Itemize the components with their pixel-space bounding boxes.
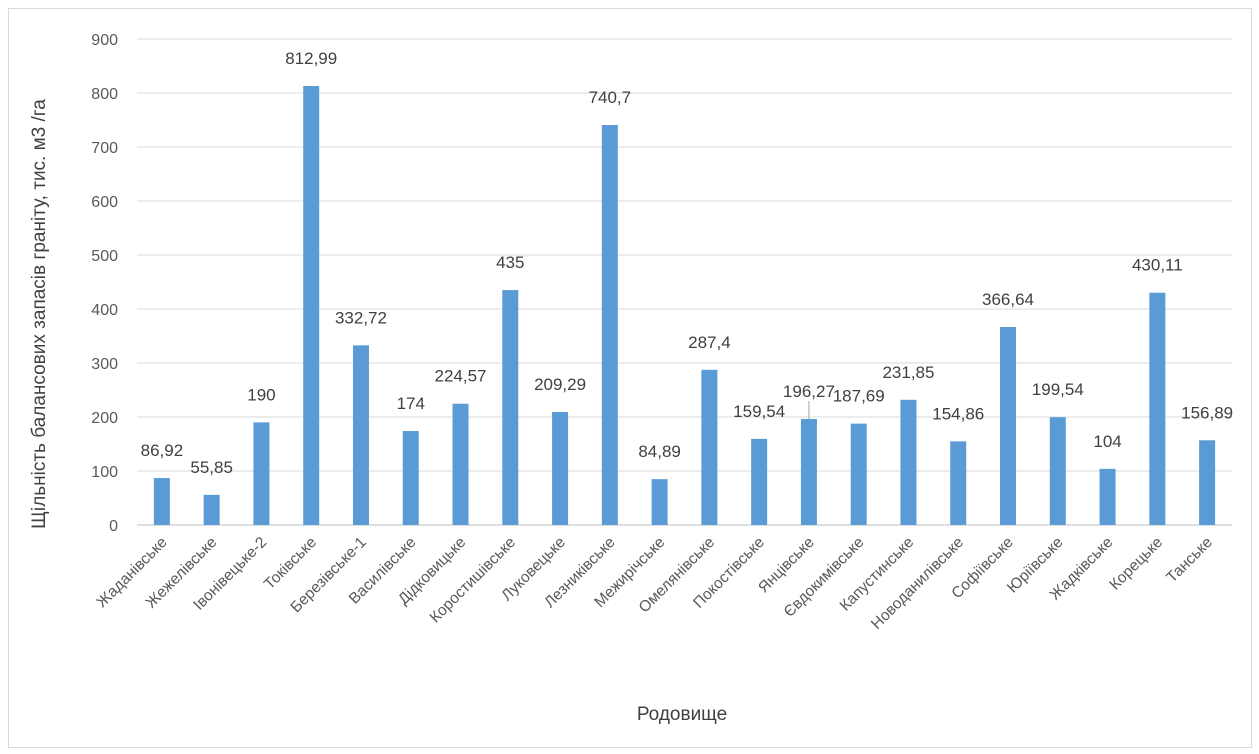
y-tick-label: 900: [91, 32, 118, 49]
data-label: 190: [247, 385, 275, 404]
y-tick-label: 700: [91, 140, 118, 157]
data-label: 199,54: [1032, 380, 1084, 399]
data-label: 159,54: [733, 402, 785, 421]
bar: [452, 403, 469, 525]
data-label: 196,27: [783, 382, 835, 401]
data-label: 287,4: [688, 333, 731, 352]
data-labels: 86,92 55,85 190 812,99 332,72 174 224,57 435 209…: [141, 49, 1234, 477]
data-label: 86,92: [141, 441, 184, 460]
chart-frame: [8, 8, 1252, 748]
data-label: 174: [397, 394, 425, 413]
bars: [153, 85, 1216, 525]
data-label: 812,99: [285, 49, 337, 68]
x-tick-label: Новоданилівське: [868, 534, 967, 633]
data-label: 84,89: [638, 442, 681, 461]
data-label: 231,85: [882, 363, 934, 382]
bar: [800, 419, 817, 525]
bar: [1000, 327, 1017, 525]
y-tick-label: 200: [91, 410, 118, 427]
bar: [253, 422, 270, 525]
data-label: 430,11: [1132, 256, 1183, 275]
bar: [303, 85, 320, 525]
y-tick-label: 600: [91, 194, 118, 211]
data-label: 187,69: [833, 387, 885, 406]
data-label: 366,64: [982, 290, 1034, 309]
data-label: 332,72: [335, 308, 387, 327]
y-axis-title: Щільність балансових запасів граніту, ти…: [29, 99, 50, 529]
bar: [1099, 468, 1116, 525]
data-label: 224,57: [435, 367, 487, 386]
data-label: 154,86: [932, 404, 984, 423]
bar: [1199, 440, 1216, 525]
bar: [1049, 417, 1066, 525]
y-tick-label: 100: [91, 464, 118, 481]
y-tick-label: 300: [91, 356, 118, 373]
bar: [552, 411, 569, 525]
gridlines: [137, 38, 1232, 526]
bar: [701, 369, 718, 525]
y-axis-ticks: 0 100 200 300 400 500 600 700 800 900: [91, 32, 118, 535]
bar: [651, 479, 668, 525]
x-axis-ticks: ЖаданівськеЖежелівськеІвонівецьке-2Токів…: [93, 534, 1215, 633]
y-tick-label: 0: [109, 518, 118, 535]
bar: [751, 438, 768, 525]
bar: [502, 290, 519, 525]
data-label: 156,89: [1181, 403, 1233, 422]
bar: [950, 441, 967, 525]
data-label: 55,85: [190, 458, 233, 477]
x-tick-label: Корецьке: [1106, 534, 1166, 594]
x-axis-title: Родовище: [637, 704, 727, 725]
bar: [601, 125, 618, 525]
data-label: 740,7: [589, 88, 632, 107]
x-tick-label: Коростишівське: [427, 534, 519, 626]
x-tick-label: Танське: [1163, 534, 1216, 587]
data-label: 435: [496, 253, 524, 272]
bar: [153, 478, 170, 525]
y-tick-label: 800: [91, 86, 118, 103]
bar: [352, 345, 369, 525]
data-label: 104: [1093, 432, 1121, 451]
bar: [203, 494, 220, 525]
y-tick-label: 500: [91, 248, 118, 265]
bar: [900, 399, 917, 525]
y-tick-label: 400: [91, 302, 118, 319]
bar: [402, 431, 419, 525]
bar: [850, 423, 867, 525]
data-label: 209,29: [534, 375, 586, 394]
bar: [1149, 292, 1166, 525]
